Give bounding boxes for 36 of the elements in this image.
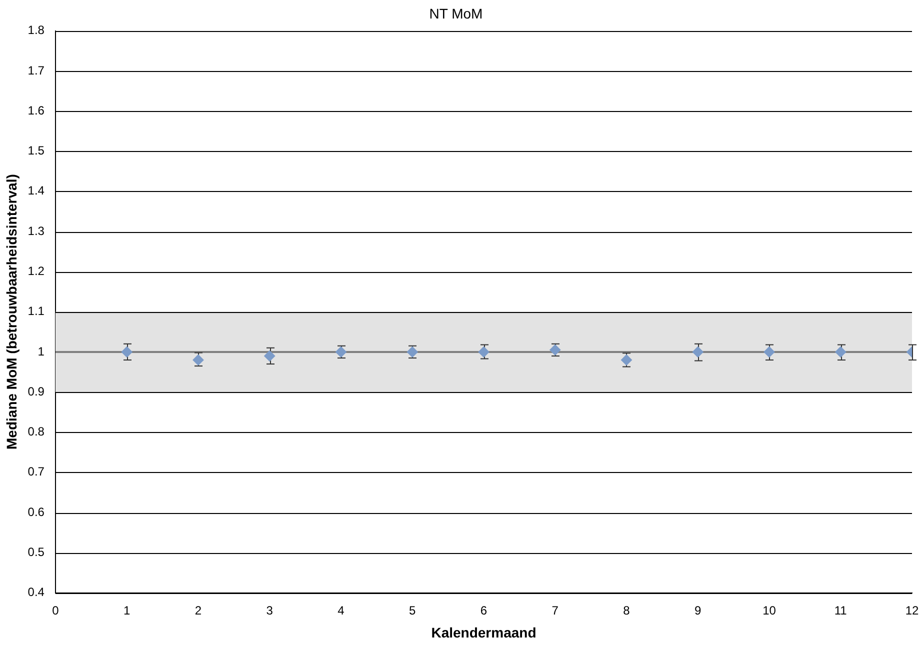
y-tick-label: 1.1 [28,304,45,318]
x-tick-label: 4 [338,603,345,618]
x-tick-label: 0 [52,603,60,618]
y-tick-label: 0.6 [28,504,45,519]
y-tick-label: 0.4 [28,585,45,600]
x-tick-label: 8 [623,603,630,618]
x-axis-title: Kalendermaand [431,624,536,640]
x-tick-label: 3 [266,603,274,618]
y-tick-label: 0.5 [28,544,45,559]
x-tick-label: 1 [124,603,131,618]
y-tick-label: 0.9 [28,384,45,398]
point [692,346,704,358]
x-tick-label: 2 [194,603,202,618]
y-tick-label: 0.7 [28,464,45,479]
y-tick-label: 1.3 [28,224,45,238]
y-tick-label: 1.2 [28,264,45,278]
point [264,350,276,362]
y-tick-label: 0.8 [28,424,45,439]
point [835,346,846,358]
x-tick-label: 11 [834,603,848,618]
point [764,346,775,358]
y-axis-title: Mediane MoM (betrouwbaarheidsinterval) [3,174,20,450]
x-tick-label: 12 [905,603,919,618]
x-tick-label: 7 [552,603,559,618]
y-tick-label: 1.4 [28,184,45,198]
point [121,346,132,358]
y-tick-label: 1.6 [28,103,45,118]
x-tick-label: 10 [762,603,776,618]
x-tick-label: 6 [480,603,488,618]
y-tick-label: 1.8 [28,23,45,38]
chart-title: NT MoM [429,5,483,22]
y-tick-label: 1.5 [28,144,45,158]
x-tick-label: 9 [694,603,702,618]
x-tick-label: 5 [409,603,416,618]
y-tick-label: 1 [38,344,45,358]
y-tick-label: 1.7 [28,63,45,78]
